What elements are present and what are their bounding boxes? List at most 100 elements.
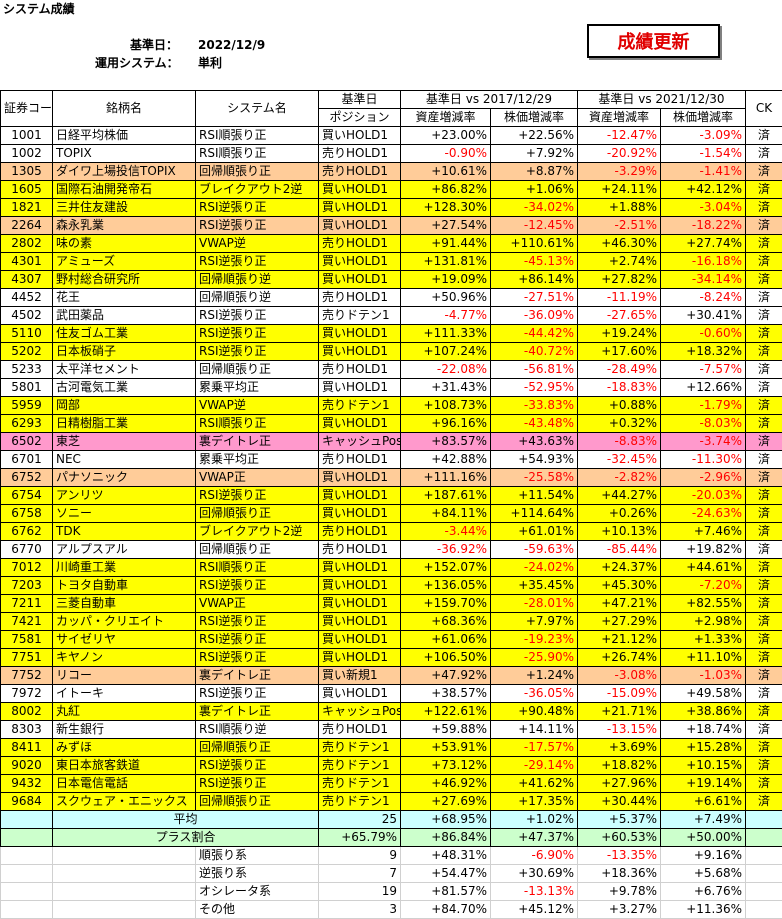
system: 単利 xyxy=(198,56,223,70)
rate-cell: +3.69% xyxy=(577,738,661,757)
rate-cell: -3.44% xyxy=(400,522,491,541)
rate-cell: -8.24% xyxy=(660,288,746,307)
ck-cell: 済 xyxy=(745,630,782,649)
table-row: 1002 TOPIX RSI順張り正 売りHOLD1 -0.90% +7.92% -20.9… xyxy=(0,144,782,163)
summary-cell: +5.37% xyxy=(577,810,661,829)
system-cell: 累乗平均正 xyxy=(195,450,319,469)
code-cell: 6293 xyxy=(0,414,53,433)
rate-cell: +27.54% xyxy=(400,216,491,235)
system-cell: RSI逆張り正 xyxy=(195,684,319,703)
name-cell: 東芝 xyxy=(52,432,196,451)
ck-cell: 済 xyxy=(745,540,782,559)
rate-cell: +83.57% xyxy=(400,432,491,451)
rate-cell: -0.60% xyxy=(660,324,746,343)
ck-cell: 済 xyxy=(745,504,782,523)
ck-cell: 済 xyxy=(745,612,782,631)
empty-cell xyxy=(0,846,53,865)
code-cell: 1305 xyxy=(0,162,53,181)
position-cell: 売りHOLD1 xyxy=(318,540,401,559)
rate-cell: -56.81% xyxy=(490,360,578,379)
rate-cell: -24.63% xyxy=(660,504,746,523)
table-row: 6752 パナソニック VWAP正 買いHOLD1 +111.16% -25.58% -2.… xyxy=(0,468,782,487)
group-cell: +9.16% xyxy=(660,846,746,865)
header-cell: ポジション xyxy=(318,108,401,127)
system-cell: RSI逆張り正 xyxy=(195,576,319,595)
name-cell: 森永乳業 xyxy=(52,216,196,235)
header-cell: CK xyxy=(745,90,782,127)
ck-cell: 済 xyxy=(745,594,782,613)
rate-cell: -40.72% xyxy=(490,342,578,361)
ck-cell: 済 xyxy=(745,756,782,775)
rate-cell: +18.32% xyxy=(660,342,746,361)
ck-cell: 済 xyxy=(745,522,782,541)
code-cell: 4452 xyxy=(0,288,53,307)
rate-cell: +11.10% xyxy=(660,648,746,667)
rate-cell: +21.12% xyxy=(577,630,661,649)
position-cell: 買いHOLD1 xyxy=(318,126,401,145)
empty-cell xyxy=(745,846,782,865)
position-cell: 買いHOLD1 xyxy=(318,252,401,271)
table-row: 6701 NEC 累乗平均正 売りHOLD1 +42.88% +54.93% -32.45%… xyxy=(0,450,782,469)
rate-cell: +27.69% xyxy=(400,792,491,811)
position-cell: 買いHOLD1 xyxy=(318,504,401,523)
ck-cell: 済 xyxy=(745,558,782,577)
table-row: 7752 リコー 裏デイトレ正 買い新規1 +47.92% +1.24% -3.08% -1.… xyxy=(0,666,782,685)
rate-cell: -17.57% xyxy=(490,738,578,757)
header-cell: 基準日 vs 2017/12/29 xyxy=(400,90,578,109)
code-cell: 7581 xyxy=(0,630,53,649)
rate-cell: +27.82% xyxy=(577,270,661,289)
rate-cell: -1.03% xyxy=(660,666,746,685)
group-cell: -6.90% xyxy=(490,846,578,865)
group-label: オシレータ系 xyxy=(195,882,319,901)
table-row: 5959 岡部 VWAP逆 売りドテン1 +108.73% -33.83% +0.88% -1… xyxy=(0,396,782,415)
summary-cell: +1.02% xyxy=(490,810,578,829)
rate-cell: +82.55% xyxy=(660,594,746,613)
rate-cell: -1.79% xyxy=(660,396,746,415)
table-row: 1001 日経平均株価 RSI順張り正 買いHOLD1 +23.00% +22.56% -1… xyxy=(0,126,782,145)
position-cell: 売りHOLD1 xyxy=(318,234,401,253)
group-cell: +11.36% xyxy=(660,900,746,919)
rate-cell: +17.60% xyxy=(577,342,661,361)
code-cell: 7211 xyxy=(0,594,53,613)
rate-cell: +45.30% xyxy=(577,576,661,595)
code-cell: 5959 xyxy=(0,396,53,415)
rate-cell: -0.90% xyxy=(400,144,491,163)
position-cell: 売りドテン1 xyxy=(318,738,401,757)
code-cell: 5110 xyxy=(0,324,53,343)
name-cell: 花王 xyxy=(52,288,196,307)
ck-cell: 済 xyxy=(745,288,782,307)
rate-cell: +46.30% xyxy=(577,234,661,253)
name-cell: 三井住友建設 xyxy=(52,198,196,217)
rate-cell: +107.24% xyxy=(400,342,491,361)
table-row: 1821 三井住友建設 RSI逆張り正 買いHOLD1 +128.30% -34.02% +… xyxy=(0,198,782,217)
empty-cell xyxy=(52,846,196,865)
rate-cell: -3.74% xyxy=(660,432,746,451)
table-row: 9684 スクウェア・エニックス 回帰順張り正 売りドテン1 +27.69% +17.35… xyxy=(0,792,782,811)
rate-cell: +26.74% xyxy=(577,648,661,667)
rate-cell: -2.82% xyxy=(577,468,661,487)
rate-cell: +47.21% xyxy=(577,594,661,613)
rate-cell: -33.83% xyxy=(490,396,578,415)
group-cell: +84.70% xyxy=(400,900,491,919)
table-row: 9432 日本電信電話 RSI逆張り正 売りドテン1 +46.92% +41.62% +27… xyxy=(0,774,782,793)
rate-cell: -52.95% xyxy=(490,378,578,397)
table-row: プラス割合 +65.79% +86.84% +47.37% +60.53% +50.00% xyxy=(0,828,782,847)
update-button[interactable]: 成績更新 xyxy=(587,24,720,58)
system-cell: VWAP正 xyxy=(195,468,319,487)
position-cell: 買いHOLD1 xyxy=(318,630,401,649)
name-cell: キヤノン xyxy=(52,648,196,667)
position-cell: 買いHOLD1 xyxy=(318,684,401,703)
rate-cell: +61.01% xyxy=(490,522,578,541)
rate-cell: +73.12% xyxy=(400,756,491,775)
rate-cell: +59.88% xyxy=(400,720,491,739)
system-label: 運用システム： xyxy=(95,56,179,70)
ck-cell: 済 xyxy=(745,792,782,811)
system-cell: RSI逆張り正 xyxy=(195,306,319,325)
rate-cell: +0.32% xyxy=(577,414,661,433)
ck-cell: 済 xyxy=(745,216,782,235)
code-cell: 4502 xyxy=(0,306,53,325)
empty-cell xyxy=(745,864,782,883)
group-cell: +45.12% xyxy=(490,900,578,919)
name-cell: みずほ xyxy=(52,738,196,757)
table-row: 6502 東芝 裏デイトレ正 キャッシュPos +83.57% +43.63% -8.83%… xyxy=(0,432,782,451)
